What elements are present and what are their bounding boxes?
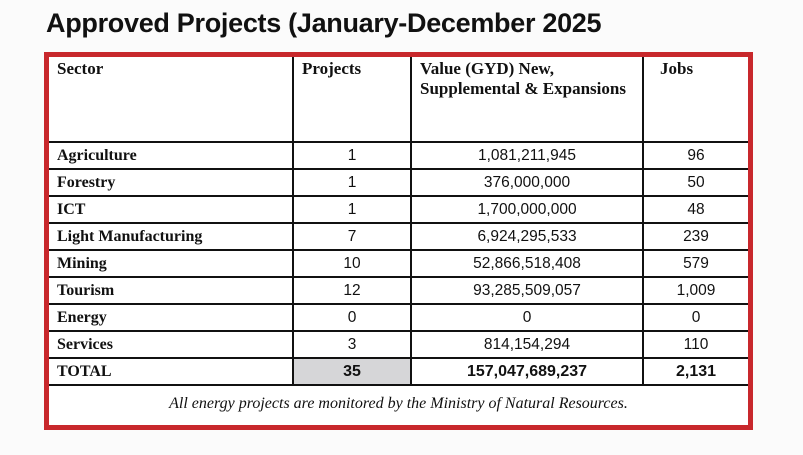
value-cell: 93,285,509,057 bbox=[410, 276, 644, 305]
projects-cell: 12 bbox=[292, 276, 412, 305]
projects-cell: 1 bbox=[292, 168, 412, 197]
jobs-cell: 50 bbox=[642, 168, 748, 197]
sector-cell: Tourism bbox=[49, 276, 294, 305]
header-sector: Sector bbox=[49, 57, 294, 143]
jobs-cell: 0 bbox=[642, 303, 748, 332]
table-row: Services 3 814,154,294 110 bbox=[49, 330, 748, 359]
total-row: TOTAL 35 157,047,689,237 2,131 bbox=[49, 357, 748, 386]
projects-cell: 3 bbox=[292, 330, 412, 359]
approved-projects-table-frame: Sector Projects Value (GYD) New, Supplem… bbox=[44, 52, 753, 430]
table-header-row: Sector Projects Value (GYD) New, Supplem… bbox=[49, 57, 748, 143]
header-projects: Projects bbox=[292, 57, 412, 143]
sector-cell: ICT bbox=[49, 195, 294, 224]
table-row: Energy 0 0 0 bbox=[49, 303, 748, 332]
table-row: ICT 1 1,700,000,000 48 bbox=[49, 195, 748, 224]
table-row: Agriculture 1 1,081,211,945 96 bbox=[49, 141, 748, 170]
table-note: All energy projects are monitored by the… bbox=[49, 384, 748, 422]
note-row: All energy projects are monitored by the… bbox=[49, 384, 748, 422]
jobs-cell: 239 bbox=[642, 222, 748, 251]
jobs-cell: 96 bbox=[642, 141, 748, 170]
value-cell: 6,924,295,533 bbox=[410, 222, 644, 251]
jobs-cell: 579 bbox=[642, 249, 748, 278]
sector-cell: Energy bbox=[49, 303, 294, 332]
approved-projects-table: Sector Projects Value (GYD) New, Supplem… bbox=[49, 57, 748, 422]
page-title: Approved Projects (January-December 2025 bbox=[46, 8, 602, 38]
jobs-cell: 1,009 bbox=[642, 276, 748, 305]
value-cell: 52,866,518,408 bbox=[410, 249, 644, 278]
sector-cell: Light Manufacturing bbox=[49, 222, 294, 251]
jobs-cell: 110 bbox=[642, 330, 748, 359]
header-value: Value (GYD) New, Supplemental & Expansio… bbox=[410, 57, 644, 143]
value-cell: 376,000,000 bbox=[410, 168, 644, 197]
table-row: Forestry 1 376,000,000 50 bbox=[49, 168, 748, 197]
total-label: TOTAL bbox=[49, 357, 294, 386]
value-cell: 1,081,211,945 bbox=[410, 141, 644, 170]
total-jobs: 2,131 bbox=[642, 357, 748, 386]
header-jobs: Jobs bbox=[642, 57, 748, 143]
projects-cell: 1 bbox=[292, 195, 412, 224]
table-row: Light Manufacturing 7 6,924,295,533 239 bbox=[49, 222, 748, 251]
projects-cell: 0 bbox=[292, 303, 412, 332]
table-row: Mining 10 52,866,518,408 579 bbox=[49, 249, 748, 278]
projects-cell: 1 bbox=[292, 141, 412, 170]
sector-cell: Mining bbox=[49, 249, 294, 278]
value-cell: 814,154,294 bbox=[410, 330, 644, 359]
value-cell: 0 bbox=[410, 303, 644, 332]
jobs-cell: 48 bbox=[642, 195, 748, 224]
table-row: Tourism 12 93,285,509,057 1,009 bbox=[49, 276, 748, 305]
projects-cell: 10 bbox=[292, 249, 412, 278]
projects-cell: 7 bbox=[292, 222, 412, 251]
sector-cell: Forestry bbox=[49, 168, 294, 197]
sector-cell: Services bbox=[49, 330, 294, 359]
value-cell: 1,700,000,000 bbox=[410, 195, 644, 224]
total-value: 157,047,689,237 bbox=[410, 357, 644, 386]
total-projects: 35 bbox=[292, 357, 412, 386]
sector-cell: Agriculture bbox=[49, 141, 294, 170]
